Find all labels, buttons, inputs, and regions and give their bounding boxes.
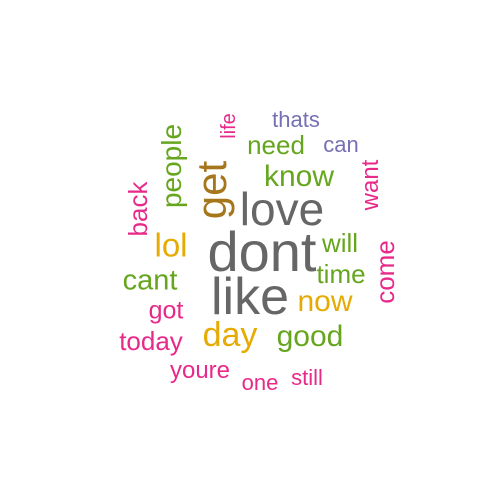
word-dont: dont bbox=[207, 220, 317, 283]
word-like: like bbox=[210, 268, 290, 326]
word-get: get bbox=[188, 160, 235, 220]
word-back: back bbox=[123, 181, 153, 237]
word-day: day bbox=[202, 316, 258, 354]
word-life: life bbox=[218, 113, 240, 139]
word-one: one bbox=[241, 370, 279, 395]
word-need: need bbox=[247, 130, 305, 160]
word-youre: youre bbox=[169, 357, 231, 384]
word-lol: lol bbox=[154, 226, 188, 264]
word-will: will bbox=[321, 228, 359, 258]
word-want: want bbox=[357, 159, 384, 211]
word-thats: thats bbox=[272, 107, 320, 132]
word-people: people bbox=[156, 123, 187, 209]
word-now: now bbox=[297, 285, 353, 318]
word-cant: cant bbox=[122, 264, 178, 297]
word-still: still bbox=[291, 365, 323, 390]
word-today: today bbox=[119, 326, 183, 356]
word-come: come bbox=[370, 240, 400, 304]
word-know: know bbox=[263, 160, 335, 193]
word-got: got bbox=[148, 296, 184, 325]
word-good: good bbox=[276, 320, 344, 353]
word-can: can bbox=[323, 132, 359, 157]
word-love: love bbox=[239, 183, 325, 235]
word-time: time bbox=[316, 259, 366, 289]
